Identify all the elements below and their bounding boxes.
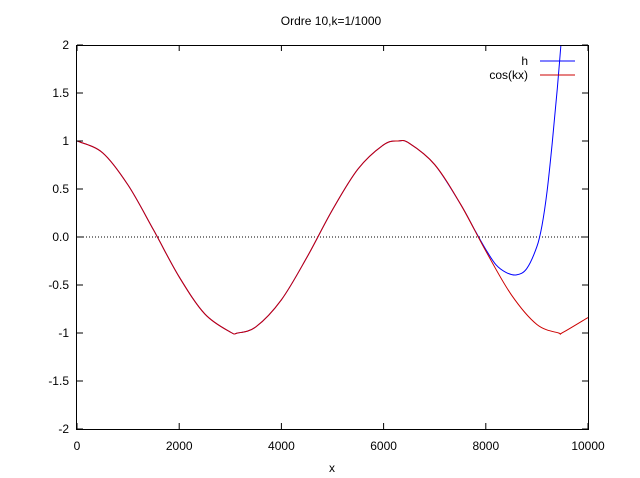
plot-frame bbox=[76, 45, 589, 430]
x-tick-label: 8000 bbox=[472, 439, 499, 453]
y-tick-label: -0.5 bbox=[48, 278, 69, 292]
y-tick-label: 1 bbox=[62, 134, 69, 148]
x-tick-label: 6000 bbox=[370, 439, 397, 453]
series-line-cos-kx bbox=[77, 140, 588, 335]
x-tick-label: 2000 bbox=[166, 439, 193, 453]
y-tick-label: 2 bbox=[62, 38, 69, 52]
y-tick-label: 0.0 bbox=[52, 230, 69, 244]
x-axis-label: x bbox=[329, 461, 335, 475]
y-axis-ticks: 2 1.5 1 0.5 0.0 -0.5 -1 -1.5 -2 bbox=[48, 38, 588, 436]
y-tick-label: -1 bbox=[58, 326, 69, 340]
x-axis-ticks: 0 2000 4000 6000 8000 10000 bbox=[74, 45, 605, 453]
x-tick-label: 4000 bbox=[268, 439, 295, 453]
chart-title: Ordre 10,k=1/1000 bbox=[281, 14, 382, 28]
y-tick-label: 0.5 bbox=[52, 182, 69, 196]
y-tick-label: 1.5 bbox=[52, 86, 69, 100]
x-tick-label: 10000 bbox=[571, 439, 605, 453]
x-tick-label: 0 bbox=[74, 439, 81, 453]
series-group bbox=[77, 45, 588, 335]
legend-label: h bbox=[521, 54, 528, 68]
legend-label: cos(kx) bbox=[489, 68, 528, 82]
y-tick-label: -2 bbox=[58, 422, 69, 436]
y-tick-label: -1.5 bbox=[48, 374, 69, 388]
